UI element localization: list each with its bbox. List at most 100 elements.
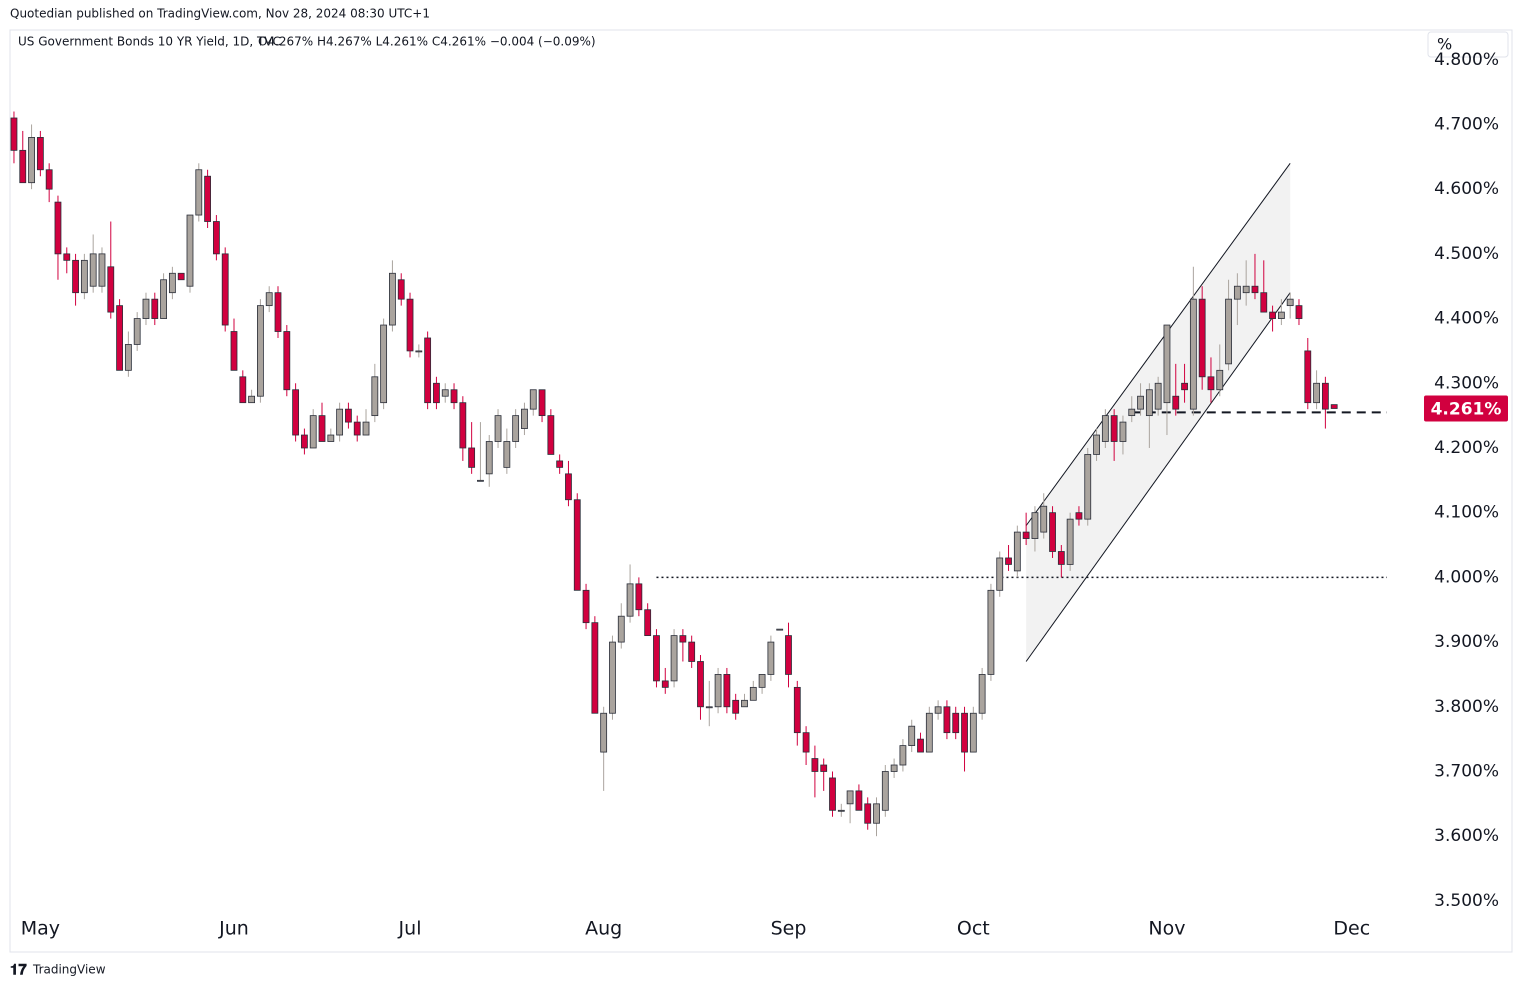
unit-button-label[interactable]: % (1437, 35, 1452, 54)
candle-body (186, 214, 194, 287)
candle-body (538, 389, 546, 417)
y-tick-label: 3.900% (1434, 632, 1499, 652)
x-tick-label: Nov (1148, 918, 1185, 940)
candle-body (776, 628, 784, 631)
candle-body (521, 408, 528, 429)
candle-body (749, 686, 757, 701)
candle-body (661, 680, 669, 688)
candle-body (1216, 369, 1224, 391)
candle-body (767, 641, 775, 675)
candle-body (1330, 404, 1338, 409)
candle-body (758, 674, 766, 688)
candle-body (80, 259, 88, 294)
candle-body (802, 732, 810, 753)
candle-body (1040, 505, 1048, 533)
candle-body (283, 331, 291, 391)
candle-body (309, 415, 317, 449)
candle-body (723, 674, 731, 708)
candle-body (846, 790, 854, 805)
unit-button[interactable] (1427, 31, 1509, 58)
candle-body (257, 305, 264, 397)
candle-body (793, 686, 801, 734)
candle-body (855, 790, 863, 811)
candle-body (345, 408, 352, 423)
last-price-label: 4.261% (1431, 400, 1502, 420)
candle-body (1198, 298, 1206, 378)
candle-body (943, 706, 951, 734)
candle-body (653, 635, 660, 682)
candle-body (1189, 298, 1197, 410)
candle-body (415, 350, 423, 353)
candle-body (679, 635, 687, 643)
candle-body (626, 583, 634, 617)
candle-body (705, 706, 713, 709)
y-tick-label: 3.700% (1434, 761, 1499, 781)
candle-body (969, 712, 977, 753)
candle-body (1049, 512, 1056, 552)
y-tick-label: 4.700% (1434, 114, 1499, 134)
channel-line (1025, 162, 1291, 526)
candle-body (1075, 512, 1083, 520)
candle-body (45, 169, 53, 190)
candle-body (925, 712, 933, 753)
footer-brand: TradingView (32, 963, 106, 977)
candle-body (441, 389, 449, 397)
candle-body (318, 415, 326, 442)
candle-body (54, 201, 62, 255)
candle-body (212, 221, 220, 255)
candle-body (36, 137, 44, 171)
candle-body (529, 389, 537, 410)
candle-body (714, 674, 722, 708)
candle-body (1119, 421, 1127, 442)
candle-body (1295, 305, 1303, 319)
candle-body (917, 738, 924, 753)
candle-body (785, 635, 792, 675)
candle-body (424, 337, 432, 404)
candle-body (1242, 285, 1250, 294)
plot-area (10, 111, 1387, 837)
candle-body (177, 272, 185, 281)
last-price-box (1424, 395, 1508, 422)
candle-body (353, 421, 361, 436)
candle-body (890, 764, 898, 772)
candle-body (468, 447, 476, 468)
candle-body (732, 699, 740, 714)
candle-body (1225, 298, 1232, 365)
x-tick-label: Oct (957, 918, 990, 940)
candle-body (72, 259, 79, 294)
candle-body (1066, 518, 1074, 565)
candle-body (1057, 551, 1065, 565)
candle-body (450, 389, 458, 404)
candle-body (459, 402, 467, 449)
candle-body (1172, 395, 1180, 410)
candle-body (362, 421, 370, 436)
y-tick-label: 4.400% (1434, 309, 1499, 329)
candle-body (1137, 395, 1144, 410)
candle-body (1163, 324, 1171, 404)
y-tick-label: 4.500% (1434, 244, 1499, 264)
candle-body (1101, 415, 1109, 442)
candle-body (327, 434, 335, 442)
candle-body (908, 725, 916, 747)
candle-body (512, 415, 520, 442)
candle-body (1269, 311, 1276, 319)
ohlc-summary: O4.267% H4.267% L4.261% C4.261% −0.004 (… (258, 35, 596, 49)
candle-body (987, 589, 995, 675)
publisher-note: Quotedian published on TradingView.com, … (10, 7, 430, 21)
candle-body (292, 389, 300, 436)
candle-body (397, 279, 405, 300)
candle-body (1304, 350, 1312, 404)
candle-body (952, 712, 960, 734)
candle-body (389, 272, 396, 326)
chart-frame (9, 29, 1513, 953)
candle-body (978, 674, 986, 714)
candle-body (433, 382, 440, 404)
candle-body (644, 609, 652, 637)
candle-body (477, 479, 484, 482)
candle-body (591, 622, 599, 714)
candle-body (204, 175, 211, 222)
candle-body (1313, 382, 1320, 404)
logo-mark: 𝟏𝟕 (10, 961, 27, 979)
x-tick-label: Aug (585, 918, 622, 940)
